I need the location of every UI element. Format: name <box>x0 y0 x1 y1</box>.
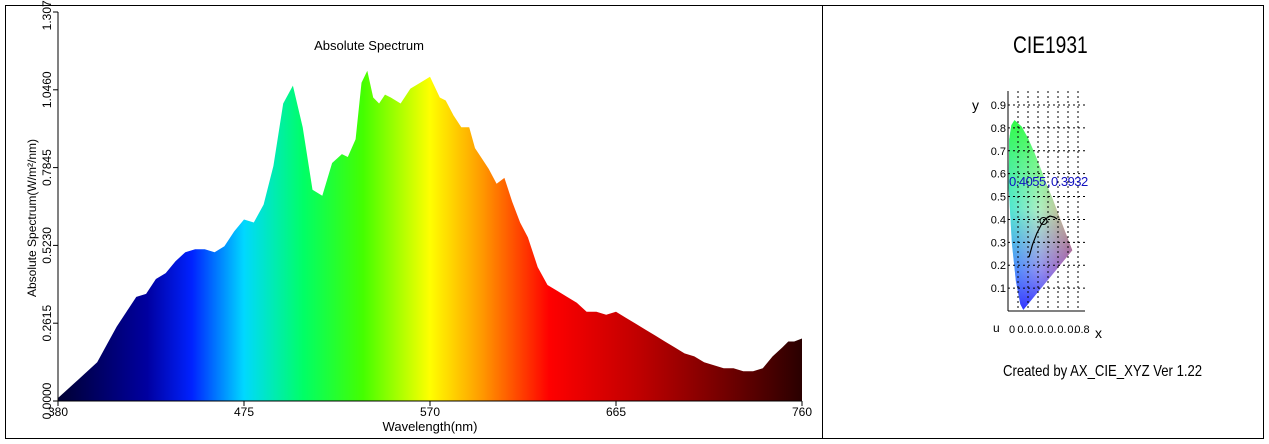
planckian-locus <box>1028 215 1058 258</box>
cie-x-tick-label: 0.8 <box>1074 324 1089 336</box>
cie-x-tick-label: 0. <box>1017 324 1026 336</box>
cie-diagram: 0.10.20.30.40.50.60.70.80.90 0. 0. 0. 0. 0. 0.… <box>972 91 1102 341</box>
x-tick-label: 475 <box>234 405 254 419</box>
chromaticity-point <box>1039 217 1048 225</box>
y-tick-label: 0.2615 <box>40 305 54 342</box>
figure-frame <box>5 5 1264 439</box>
cie-y-tick-label: 0.2 <box>991 260 1006 272</box>
x-tick-label: 380 <box>48 405 68 419</box>
cie-gamut-overlay <box>1008 120 1073 310</box>
y-tick-label: 1.0460 <box>40 71 54 108</box>
cie-point-label-sep: , <box>1047 174 1051 189</box>
cie-x-tick-label: 0. <box>1037 324 1046 336</box>
cie-x-tick-label: 0. <box>1047 324 1056 336</box>
spectrum-title: Absolute Spectrum <box>314 38 424 53</box>
cie-point-label-x: 0.4055 <box>1009 174 1046 189</box>
cie-y-tick-label: 0.1 <box>991 283 1006 295</box>
cie-x-tick-label: 0 <box>1009 324 1015 336</box>
cie-origin-label: u <box>993 321 1000 335</box>
spectrum-chart: 380 475 570 665 760 0.0000 0.2615 0.5230 0.7845 1… <box>25 0 812 434</box>
y-tick-label: 0.0000 <box>40 382 54 419</box>
cie-y-tick-label: 0.8 <box>991 123 1006 135</box>
spectrum-area <box>58 70 802 402</box>
spectrum-ylabel: Absolute Spectrum(W/m²/nm) <box>25 139 39 297</box>
cie-y-tick-label: 0.7 <box>991 146 1006 158</box>
cie-y-tick-label: 0.6 <box>991 169 1006 181</box>
cie-xlabel: x <box>1095 325 1102 341</box>
x-tick-label: 570 <box>420 405 440 419</box>
cie-point-label-y: 0.3932 <box>1051 174 1088 189</box>
cie-x-tick-label: 0. <box>1067 324 1076 336</box>
spectrum-xlabel: Wavelength(nm) <box>383 419 478 434</box>
cie-x-tick-label: 0. <box>1057 324 1066 336</box>
cie-x-tick-label: 0. <box>1027 324 1036 336</box>
cie-y-tick-label: 0.9 <box>991 100 1006 112</box>
cie-title: CIE1931 <box>1013 32 1088 59</box>
cie-footer: Created by AX_CIE_XYZ Ver 1.22 <box>1003 363 1203 380</box>
panel-divider <box>822 5 823 439</box>
cie-ylabel: y <box>972 97 979 113</box>
cie-y-tick-label: 0.3 <box>991 237 1006 249</box>
cie-y-tick-label: 0.4 <box>991 214 1006 226</box>
cie-y-tick-label: 0.5 <box>991 192 1006 204</box>
x-tick-label: 760 <box>792 405 812 419</box>
y-tick-label: 0.7845 <box>40 149 54 186</box>
x-tick-label: 665 <box>606 405 626 419</box>
y-tick-label: 1.3075 <box>40 0 54 30</box>
y-tick-label: 0.5230 <box>40 227 54 264</box>
